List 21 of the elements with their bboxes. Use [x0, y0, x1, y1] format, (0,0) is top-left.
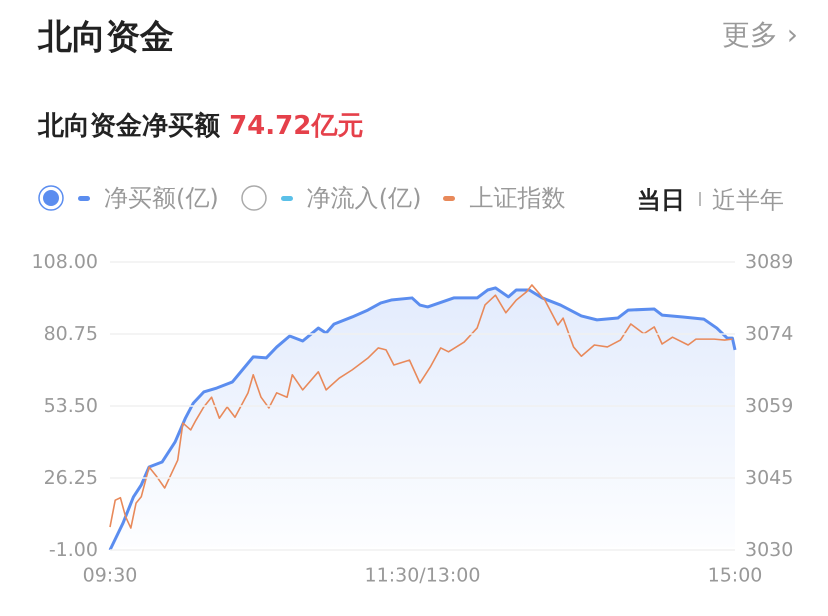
y2-tick-label: 3074: [745, 323, 794, 345]
text: 更多 ›: [722, 17, 798, 53]
y2-tick-label: 3089: [745, 251, 794, 273]
chart-subtitle: 北向资金净买额 74.72亿元: [38, 110, 364, 143]
y-tick-label: -1.00: [48, 539, 98, 561]
y2-tick-label: 3030: [745, 539, 794, 561]
chart-title: 北向资金: [38, 16, 174, 59]
text: 近半年: [712, 185, 784, 216]
x-tick-label: 11:30/13:00: [364, 564, 480, 586]
text: 当日: [637, 185, 685, 216]
legend-label: 上证指数: [469, 183, 566, 214]
legend-label: 净流入(亿): [306, 183, 422, 214]
y-tick-label: 80.75: [44, 323, 98, 345]
x-tick-label: 15:00: [708, 564, 762, 586]
y-tick-label: 26.25: [44, 467, 98, 489]
x-tick-label: 09:30: [82, 564, 138, 586]
y-tick-label: 108.00: [32, 251, 98, 273]
y2-tick-label: 3059: [745, 395, 794, 417]
legend-label: 净买额(亿): [104, 183, 219, 214]
y-tick-label: 53.50: [44, 395, 98, 417]
y2-tick-label: 3045: [745, 467, 794, 489]
